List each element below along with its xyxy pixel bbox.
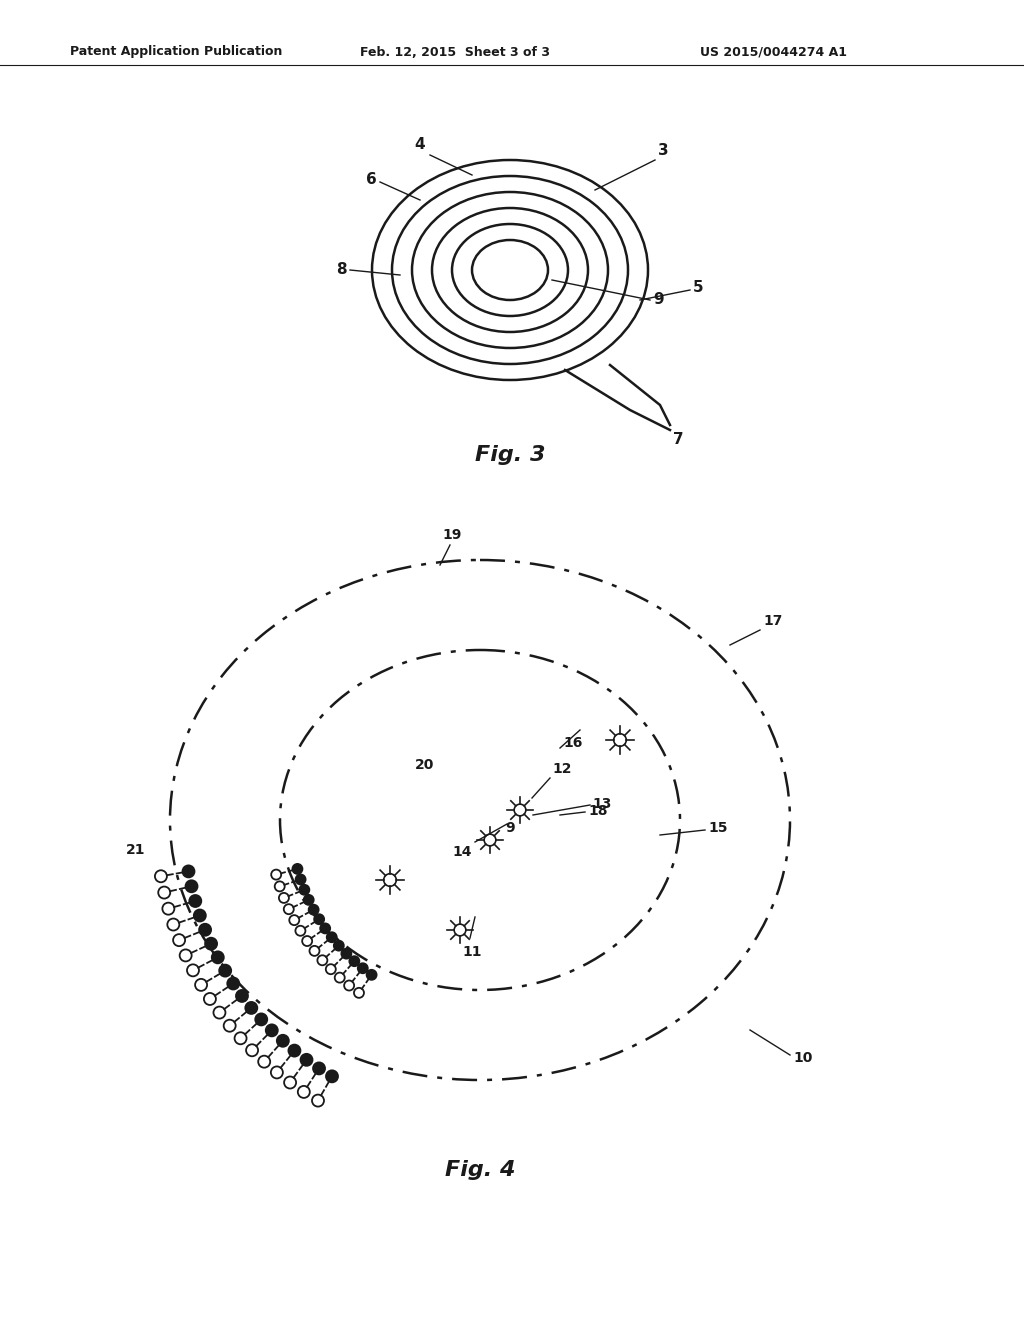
Text: 3: 3 bbox=[658, 143, 669, 158]
Text: 7: 7 bbox=[673, 432, 684, 447]
Circle shape bbox=[334, 941, 344, 950]
Circle shape bbox=[357, 964, 368, 973]
Text: US 2015/0044274 A1: US 2015/0044274 A1 bbox=[700, 45, 847, 58]
Circle shape bbox=[308, 904, 318, 915]
Circle shape bbox=[212, 952, 224, 964]
Text: 16: 16 bbox=[563, 737, 583, 750]
Text: 11: 11 bbox=[462, 945, 481, 960]
Circle shape bbox=[304, 895, 313, 906]
Circle shape bbox=[219, 965, 231, 977]
Text: 15: 15 bbox=[708, 821, 727, 836]
Text: 20: 20 bbox=[416, 758, 434, 772]
Circle shape bbox=[205, 937, 217, 949]
Circle shape bbox=[293, 863, 302, 874]
Text: 10: 10 bbox=[793, 1051, 812, 1065]
Text: 6: 6 bbox=[367, 173, 377, 187]
Circle shape bbox=[327, 932, 337, 942]
Circle shape bbox=[299, 884, 309, 895]
Circle shape bbox=[236, 990, 248, 1002]
Text: 5: 5 bbox=[693, 281, 703, 296]
Circle shape bbox=[349, 956, 359, 966]
Text: 18: 18 bbox=[588, 804, 607, 818]
Text: 12: 12 bbox=[552, 762, 571, 776]
Circle shape bbox=[266, 1024, 278, 1036]
Circle shape bbox=[199, 924, 211, 936]
Text: 13: 13 bbox=[592, 797, 611, 810]
Circle shape bbox=[246, 1002, 257, 1014]
Circle shape bbox=[189, 895, 202, 907]
Text: Feb. 12, 2015  Sheet 3 of 3: Feb. 12, 2015 Sheet 3 of 3 bbox=[360, 45, 550, 58]
Text: Fig. 4: Fig. 4 bbox=[444, 1160, 515, 1180]
Circle shape bbox=[321, 924, 330, 933]
Text: 9: 9 bbox=[653, 293, 664, 308]
Circle shape bbox=[326, 1071, 338, 1082]
Text: 21: 21 bbox=[126, 843, 145, 857]
Circle shape bbox=[300, 1053, 312, 1065]
Circle shape bbox=[182, 866, 195, 878]
Text: 14: 14 bbox=[453, 845, 472, 859]
Circle shape bbox=[296, 874, 305, 884]
Text: 8: 8 bbox=[336, 263, 347, 277]
Circle shape bbox=[227, 978, 240, 990]
Circle shape bbox=[341, 949, 351, 958]
Text: Patent Application Publication: Patent Application Publication bbox=[70, 45, 283, 58]
Text: 4: 4 bbox=[415, 137, 425, 152]
Circle shape bbox=[276, 1035, 289, 1047]
Text: Fig. 3: Fig. 3 bbox=[475, 445, 545, 465]
Circle shape bbox=[314, 915, 325, 924]
Circle shape bbox=[185, 880, 198, 892]
Circle shape bbox=[255, 1014, 267, 1026]
Circle shape bbox=[194, 909, 206, 921]
Circle shape bbox=[313, 1063, 325, 1074]
Text: 19: 19 bbox=[442, 528, 462, 543]
Text: 17: 17 bbox=[763, 614, 782, 628]
Text: 9: 9 bbox=[505, 821, 515, 836]
Circle shape bbox=[289, 1044, 300, 1056]
Circle shape bbox=[367, 970, 377, 979]
